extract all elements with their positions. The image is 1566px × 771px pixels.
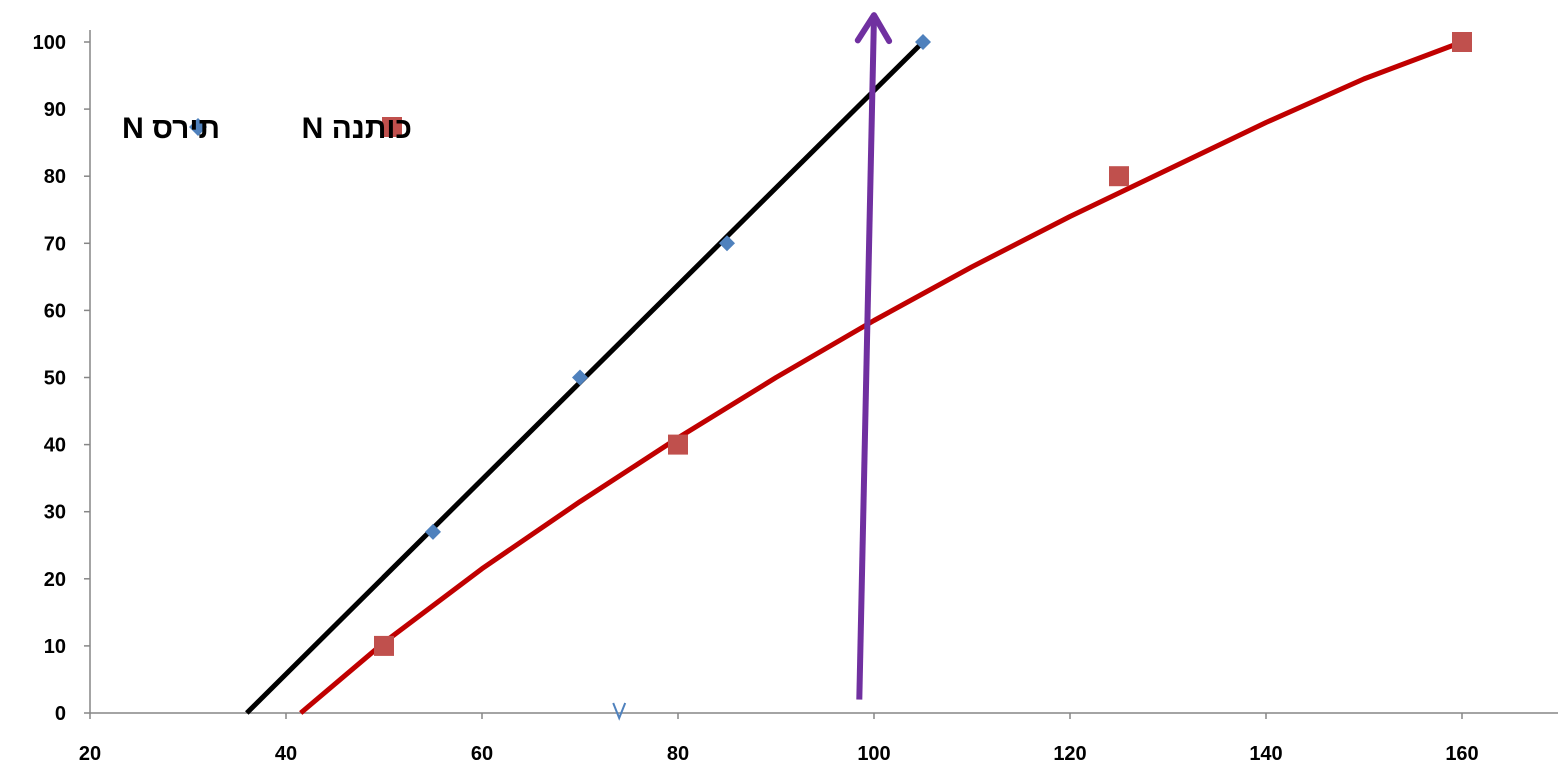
y-tick-label: 60 [44,300,66,322]
legend-marker-series-1 [189,118,207,136]
vertical-arrow-shaft [856,15,877,700]
legend: N תירס N כותנה [122,112,412,145]
x-tick-label: 160 [1445,743,1478,765]
legend-label-series-2: N כותנה [302,112,412,145]
y-tick-label: 0 [55,703,66,725]
y-tick-label: 10 [44,636,66,658]
x-tick-label: 140 [1249,743,1282,765]
data-point-series-2 [1109,166,1129,187]
data-point-series-1 [425,523,441,540]
x-tick-label: 20 [79,743,101,765]
x-tick-label: 100 [857,743,890,765]
data-point-series-1 [572,369,588,386]
trendline-series-2 [299,39,1463,715]
legend-marker-series-2 [382,117,402,137]
x-tick-label: 60 [471,743,493,765]
arrow-head [854,12,893,45]
x-tick-label: 80 [667,743,689,765]
data-point-series-1 [719,235,735,252]
x-tick-label: 40 [275,743,297,765]
y-tick-label: 100 [33,32,66,54]
data-point-series-2 [374,635,394,656]
tick-group: 0 10 20 30 40 50 60 70 80 90 100 20 40 60 80 100 120 140 1… [33,32,1479,765]
y-tick-label: 90 [44,99,66,121]
y-tick-label: 20 [44,569,66,591]
y-tick-label: 50 [44,368,66,390]
y-tick-label: 40 [44,435,66,457]
x-tick-label: 120 [1053,743,1086,765]
y-tick-label: 80 [44,166,66,188]
data-point-series-2 [668,434,688,455]
annotation-group [612,12,893,721]
small-arrow-marker [612,702,627,721]
data-point-series-1 [915,34,931,50]
y-tick-label: 30 [44,502,66,524]
data-point-series-2 [1452,32,1472,52]
legend-label-series-1: N תירס [122,112,220,145]
trendline-group [245,39,1463,715]
y-tick-label: 70 [44,233,66,255]
data-point-group [374,32,1472,656]
